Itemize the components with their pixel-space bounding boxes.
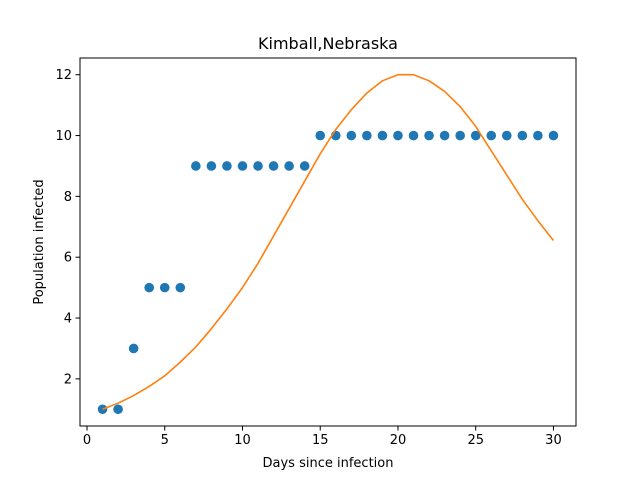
plot-frame xyxy=(79,57,577,427)
data-point xyxy=(408,130,419,141)
x-tick-label: 10 xyxy=(234,433,251,448)
x-axis-label: Days since infection xyxy=(263,456,394,471)
chart-title: Kimball,Nebraska xyxy=(258,34,398,53)
data-point xyxy=(97,404,108,415)
y-tick-label: 2 xyxy=(64,372,72,387)
data-point xyxy=(175,282,186,293)
y-tick-label: 4 xyxy=(64,312,72,327)
data-point xyxy=(113,404,123,415)
data-point xyxy=(455,130,465,141)
data-point xyxy=(191,161,201,171)
fit-line xyxy=(102,73,555,411)
y-axis-label: Population infected xyxy=(32,179,47,304)
data-point xyxy=(470,130,481,141)
data-point xyxy=(533,130,543,141)
data-point xyxy=(439,130,450,141)
y-tick-label: 10 xyxy=(55,129,72,144)
data-point xyxy=(548,130,559,141)
data-point xyxy=(502,130,512,141)
data-point xyxy=(253,161,263,171)
x-tick-label: 25 xyxy=(467,433,484,448)
data-point xyxy=(517,130,528,141)
data-point xyxy=(128,343,139,354)
data-point xyxy=(486,130,497,141)
data-point xyxy=(222,161,232,171)
data-point xyxy=(299,161,310,171)
x-tick-label: 15 xyxy=(312,433,329,448)
data-point xyxy=(144,282,154,293)
data-point xyxy=(362,130,372,141)
data-point xyxy=(315,130,326,141)
data-point xyxy=(284,161,294,171)
y-tick-label: 6 xyxy=(64,251,72,266)
data-point xyxy=(206,161,217,171)
x-tick-label: 0 xyxy=(83,433,91,448)
y-tick-label: 8 xyxy=(64,190,72,205)
x-tick-label: 5 xyxy=(161,433,169,448)
plot-area: 0 5 10 15 20 25 30 2 4 6 8 10 12 xyxy=(55,57,577,448)
data-point xyxy=(377,130,388,141)
data-point xyxy=(424,130,434,141)
x-tick-label: 20 xyxy=(390,433,407,448)
data-point xyxy=(393,130,403,141)
x-tick-label: 30 xyxy=(545,433,562,448)
y-tick-label: 12 xyxy=(55,68,72,83)
data-point xyxy=(237,161,248,171)
data-point xyxy=(268,161,279,171)
data-point xyxy=(346,130,357,141)
data-point xyxy=(159,282,170,293)
